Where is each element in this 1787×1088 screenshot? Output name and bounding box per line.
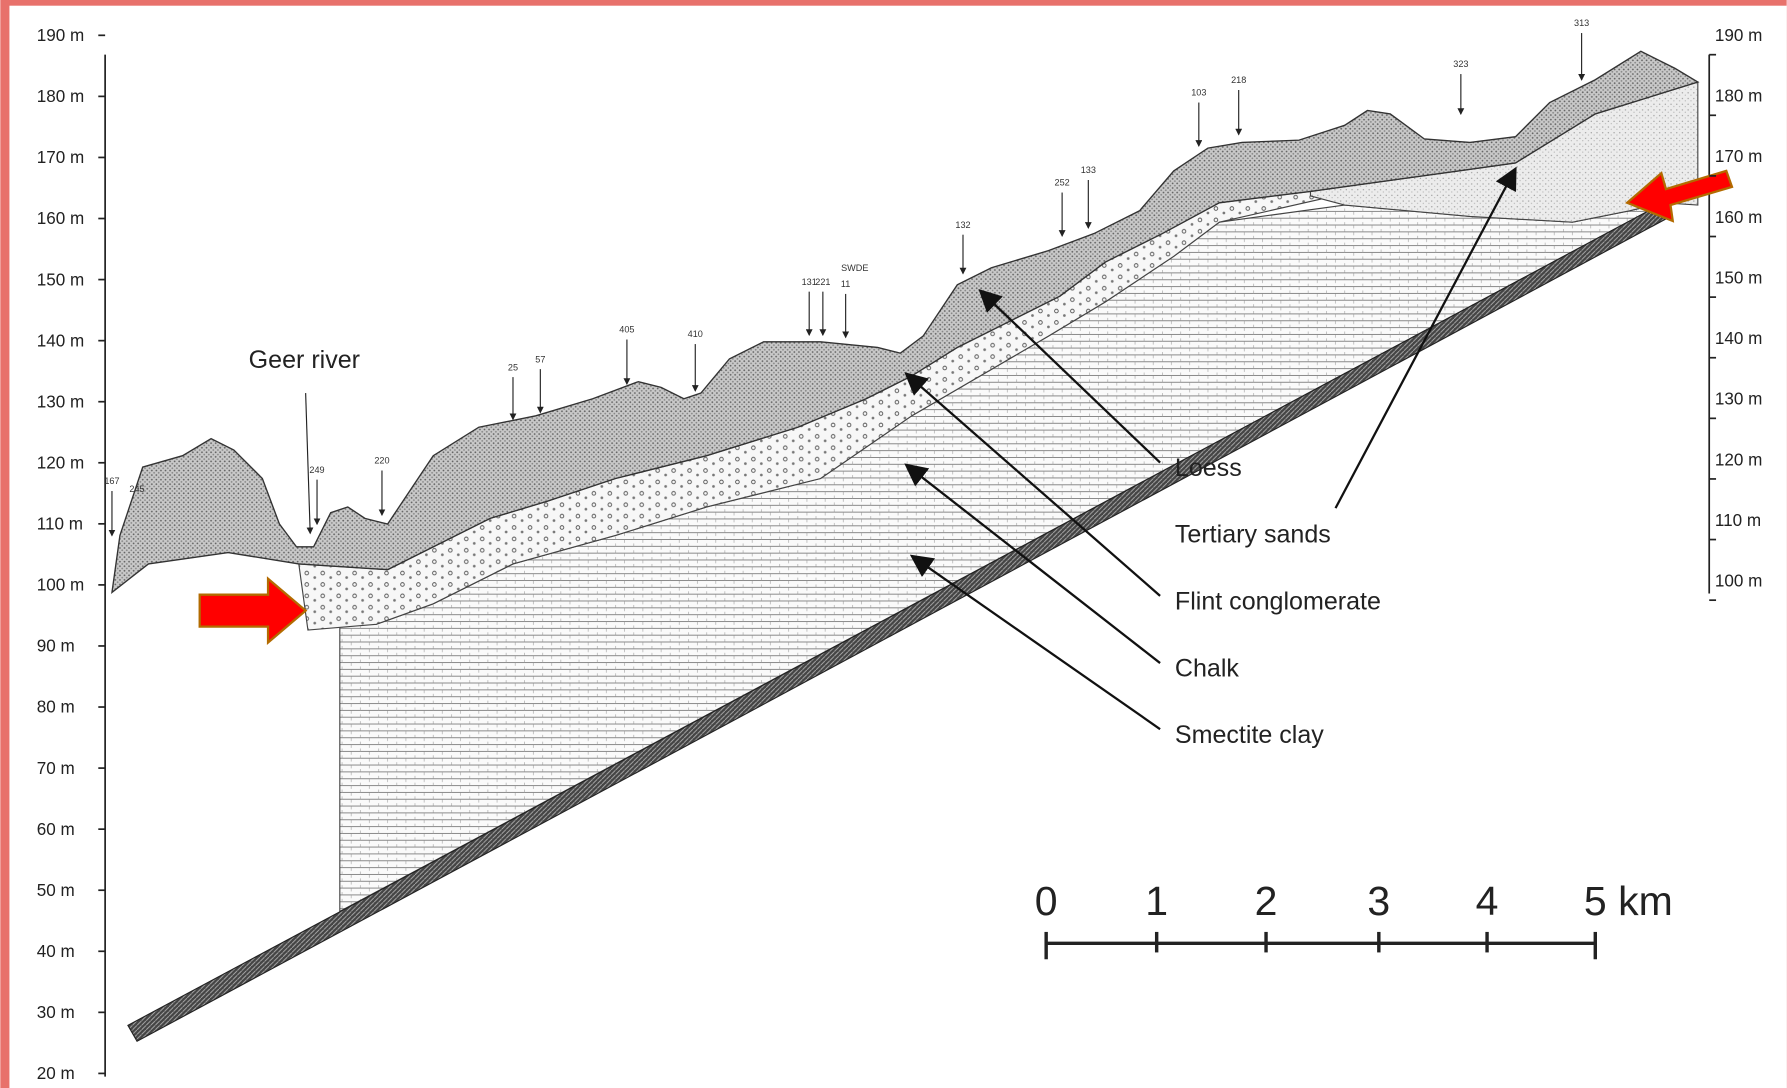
right-axis-label: 130 m <box>1715 390 1762 409</box>
left-axis-label: 170 m <box>37 148 84 167</box>
layer-label: Flint conglomerate <box>1175 588 1381 616</box>
left-axis-label: 130 m <box>37 392 84 411</box>
left-axis-label: 100 m <box>37 576 84 595</box>
scale-label: 2 <box>1255 878 1278 924</box>
layer-arrow <box>904 463 1161 664</box>
layer-arrow <box>909 554 1161 731</box>
left-axis-label: 140 m <box>37 331 84 350</box>
scale-label: 0 <box>1035 878 1058 924</box>
river-arrow <box>305 393 314 535</box>
borehole-label: 132 <box>955 220 970 230</box>
scale-label: 4 <box>1476 878 1499 924</box>
left-axis-label: 110 m <box>37 515 83 534</box>
highlight-arrow <box>198 576 308 646</box>
borehole-label: 405 <box>619 325 634 335</box>
left-axis-label: 90 m <box>37 637 75 656</box>
layer-label: Loess <box>1175 454 1242 482</box>
layer-arrow <box>904 372 1161 597</box>
right-axis-label: 180 m <box>1715 87 1762 106</box>
right-axis-label: 170 m <box>1715 147 1762 166</box>
right-axis-label: 160 m <box>1715 208 1762 227</box>
layer-arrow <box>1334 166 1517 509</box>
left-axis-label: 40 m <box>37 942 75 961</box>
borehole-label: 167 <box>104 476 119 486</box>
left-axis-label: 20 m <box>37 1064 75 1083</box>
scale-label: 3 <box>1367 878 1390 924</box>
borehole-label: 218 <box>1231 75 1246 85</box>
highlight-arrow <box>1625 169 1734 223</box>
left-axis-label: 150 m <box>37 270 84 289</box>
layer-arrow <box>978 288 1161 464</box>
right-axis-label: 150 m <box>1715 268 1762 287</box>
borehole-label: 57 <box>535 354 545 364</box>
layer-label: Smectite clay <box>1175 721 1324 749</box>
borehole-label: 11 <box>841 279 850 289</box>
borehole-label: 220 <box>374 456 389 466</box>
layer-label: Chalk <box>1175 655 1240 683</box>
left-axis-label: 190 m <box>37 26 84 45</box>
borehole-label: SWDE <box>841 263 868 273</box>
right-axis-label: 120 m <box>1715 450 1762 469</box>
scale-label: 1 <box>1145 878 1168 924</box>
loess-layer <box>111 50 1700 594</box>
left-axis-label: 180 m <box>37 87 84 106</box>
left-axis-label: 70 m <box>37 759 75 778</box>
left-axis-label: 30 m <box>37 1003 75 1022</box>
borehole-label: 25 <box>508 362 518 372</box>
right-axis-label: 100 m <box>1715 571 1762 590</box>
borehole-label: 323 <box>1453 59 1468 69</box>
left-axis-label: 80 m <box>37 698 75 717</box>
left-axis-label: 120 m <box>37 453 84 472</box>
right-axis-label: 190 m <box>1715 26 1762 45</box>
borehole-label: 221 <box>815 277 830 287</box>
left-axis-label: 160 m <box>37 209 84 228</box>
layer-label: Tertiary sands <box>1175 520 1331 548</box>
right-axis-label: 110 m <box>1715 511 1761 530</box>
borehole-label: 410 <box>688 329 703 339</box>
borehole-label: 249 <box>309 465 324 475</box>
borehole-label: 103 <box>1191 88 1206 98</box>
scale-label: 5 km <box>1584 878 1673 924</box>
left-axis-label: 60 m <box>37 820 75 839</box>
left-axis-label: 50 m <box>37 881 75 900</box>
river-label: Geer river <box>249 346 360 374</box>
borehole-label: 252 <box>1055 178 1070 188</box>
borehole-label: 133 <box>1081 165 1096 175</box>
right-axis-label: 140 m <box>1715 329 1762 348</box>
borehole-label: 131 <box>802 277 817 287</box>
borehole-label: 313 <box>1574 18 1589 28</box>
borehole-label: 245 <box>129 484 144 494</box>
